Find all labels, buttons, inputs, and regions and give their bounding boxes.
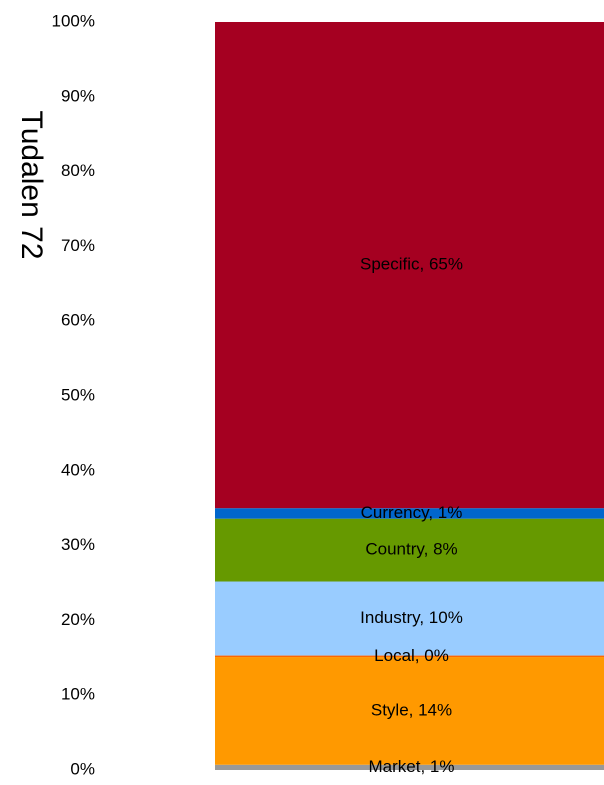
y-tick-label: 30% bbox=[61, 535, 95, 554]
y-tick-label: 0% bbox=[70, 759, 95, 778]
y-tick-label: 10% bbox=[61, 685, 95, 704]
data-label: Industry, 10% bbox=[360, 608, 463, 627]
y-tick-label: 70% bbox=[61, 236, 95, 255]
data-label: Country, 8% bbox=[365, 540, 457, 559]
y-tick-label: 40% bbox=[61, 460, 95, 479]
bar-segment bbox=[215, 518, 604, 582]
bar-segment bbox=[215, 764, 604, 770]
bar-segment bbox=[215, 22, 604, 509]
y-tick-label: 20% bbox=[61, 610, 95, 629]
data-label: Local, 0% bbox=[374, 646, 449, 665]
bar-segment bbox=[215, 508, 604, 519]
data-label: Specific, 65% bbox=[360, 255, 463, 274]
bar-segment bbox=[215, 655, 604, 658]
bar-segment bbox=[215, 657, 604, 765]
y-tick-label: 60% bbox=[61, 311, 95, 330]
bar-segment bbox=[215, 581, 604, 656]
data-label: Currency, 1% bbox=[361, 503, 463, 522]
data-label: Market, 1% bbox=[369, 757, 455, 776]
y-axis-title: Tudalen 72 bbox=[15, 110, 48, 259]
y-tick-label: 90% bbox=[61, 86, 95, 105]
y-tick-label: 80% bbox=[61, 161, 95, 180]
data-label: Style, 14% bbox=[371, 700, 452, 719]
y-tick-label: 50% bbox=[61, 385, 95, 404]
y-tick-label: 100% bbox=[52, 11, 95, 30]
